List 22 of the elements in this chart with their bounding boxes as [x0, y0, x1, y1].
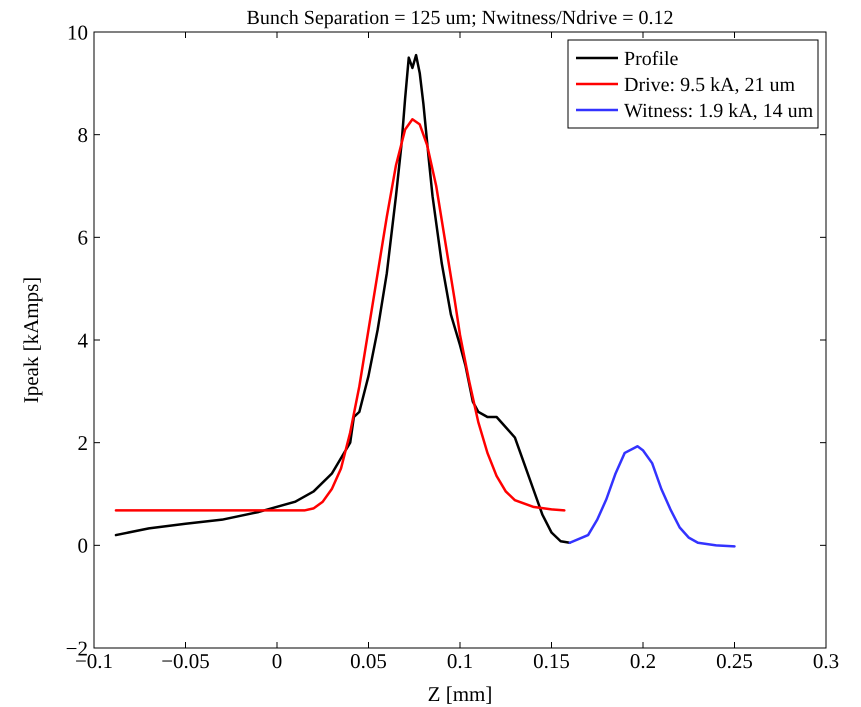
y-axis-title: Ipeak [kAmps] — [19, 276, 43, 404]
y-tick-label: 10 — [67, 20, 88, 44]
x-tick-label: −0.05 — [161, 649, 210, 673]
legend-label: Drive: 9.5 kA, 21 um — [624, 74, 796, 96]
legend-label: Witness: 1.9 kA, 14 um — [624, 100, 814, 122]
legend-label: Profile — [624, 48, 679, 70]
chart-title: Bunch Separation = 125 um; Nwitness/Ndrive = 0.12 — [246, 7, 674, 29]
x-tick-label: 0.3 — [812, 649, 840, 673]
line-series — [568, 445, 736, 548]
y-tick-label: 2 — [78, 431, 88, 456]
x-tick-label: 0.1 — [446, 649, 474, 673]
x-tick-label: 0 — [272, 649, 282, 673]
x-tick-label: 0.05 — [350, 649, 387, 673]
y-tick-label: 4 — [78, 328, 88, 352]
y-tick-label: 6 — [78, 226, 88, 250]
x-tick-label: 0.2 — [630, 649, 656, 673]
line-series — [114, 118, 566, 512]
x-axis-title: Z [mm] — [428, 682, 492, 706]
x-tick-label: 0.15 — [533, 649, 570, 673]
x-tick-label: 0.25 — [716, 649, 753, 673]
y-tick-label: 0 — [78, 534, 88, 558]
y-tick-label: 8 — [78, 123, 88, 148]
